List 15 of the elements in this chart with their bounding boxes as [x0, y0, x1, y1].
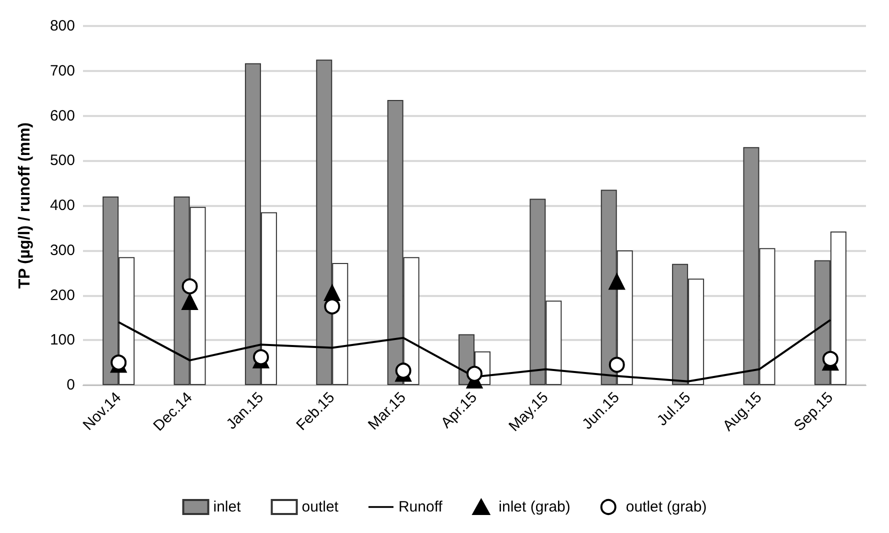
y-tick-label: 800 — [50, 18, 75, 34]
legend-label: inlet (grab) — [498, 498, 570, 516]
legend-label: inlet — [213, 498, 242, 516]
y-tick-label: 600 — [50, 107, 75, 124]
legend-label: outlet (grab) — [626, 498, 707, 516]
y-tick-label: 400 — [50, 197, 75, 214]
y-tick-label: 500 — [50, 152, 75, 170]
legend-label: Runoff — [398, 498, 444, 516]
y-tick-label: 300 — [50, 242, 75, 259]
y-tick-label: 200 — [50, 286, 75, 304]
legend-label: outlet — [302, 498, 340, 516]
y-tick-label: 100 — [50, 332, 75, 349]
y-tick-label: 700 — [50, 62, 75, 80]
y-axis-title: TP (µg/l) / runoff (mm) — [16, 122, 34, 289]
y-tick-label: 0 — [66, 376, 75, 394]
